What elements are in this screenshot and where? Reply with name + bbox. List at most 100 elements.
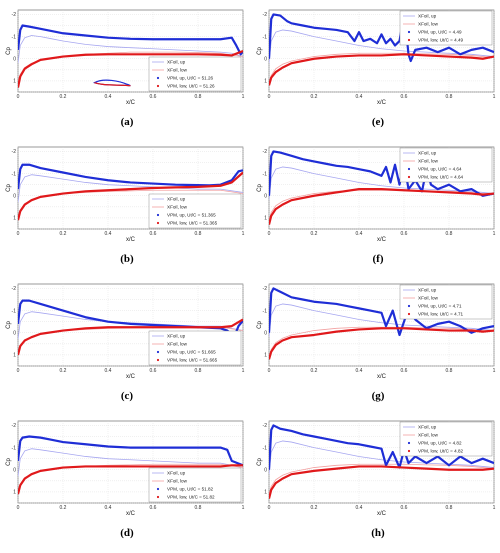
chart-panel: 0 0.2 0.4 0.6 0.8 1 -2 -1 0 1 x/C Cp XFoil, up XFoil,… [6, 417, 247, 553]
y-tick-label: -2 [263, 286, 268, 292]
y-tick-label: -1 [12, 34, 17, 40]
y-tick-label: -1 [12, 171, 17, 177]
y-axis-label: Cp [257, 321, 263, 329]
legend-marker [407, 449, 411, 453]
x-tick-label: 0.6 [401, 94, 408, 100]
x-tick-label: 1 [493, 368, 496, 374]
legend-marker [407, 30, 411, 34]
x-tick-label: 0 [268, 231, 271, 237]
panel-caption: (e) [371, 116, 385, 128]
cp-chart: 0 0.2 0.4 0.6 0.8 1 -2 -1 0 1 x/C Cp XFoil, up XFoil,… [257, 146, 496, 243]
y-tick-label: 0 [264, 331, 267, 337]
legend-label: XFoil, low [418, 433, 439, 438]
x-axis-label: x/C [126, 237, 136, 243]
legend-label: VPM, low, Ut/C = 51.26 [167, 84, 215, 89]
x-tick-label: 0.2 [311, 505, 318, 511]
y-tick-label: -2 [263, 12, 268, 18]
y-tick-label: -2 [263, 149, 268, 155]
cp-chart: 0 0.2 0.4 0.6 0.8 1 -2 -1 0 1 x/C Cp XFoil, up XFoil,… [6, 283, 245, 380]
y-tick-label: 1 [13, 490, 16, 496]
x-tick-label: 0 [17, 368, 20, 374]
x-tick-label: 0.8 [446, 505, 453, 511]
x-axis-label: x/C [126, 374, 136, 380]
x-tick-label: 0.2 [311, 231, 318, 237]
x-tick-label: 0.2 [60, 368, 67, 374]
legend-label: VPM, up, Ut/C = 51.82 [167, 487, 214, 492]
panel-caption: (d) [120, 527, 134, 539]
legend-box [399, 147, 493, 183]
y-tick-label: 1 [264, 490, 267, 496]
series-line-vpm-up [18, 24, 243, 56]
legend-label: XFoil, up [167, 334, 186, 339]
chart-panel: 0 0.2 0.4 0.6 0.8 1 -2 -1 0 1 x/C Cp XFoil, up XFoil,… [6, 280, 247, 416]
y-tick-label: 0 [264, 194, 267, 200]
x-tick-label: 0.8 [195, 505, 202, 511]
series-line-vpm-up [269, 13, 494, 63]
cp-chart: 0 0.2 0.4 0.6 0.8 1 -2 -1 0 1 x/C Cp XFoil, up XFoil,… [257, 283, 496, 380]
legend-label: XFoil, low [418, 296, 439, 301]
x-tick-label: 1 [242, 505, 245, 511]
y-tick-label: -2 [12, 423, 17, 429]
x-tick-label: 0.4 [356, 231, 363, 237]
x-tick-label: 0.4 [105, 368, 112, 374]
y-tick-label: -1 [12, 445, 17, 451]
x-tick-label: 0.2 [60, 231, 67, 237]
y-tick-label: 1 [13, 353, 16, 359]
y-tick-label: -1 [263, 308, 268, 314]
series-line-xfoil-up [269, 440, 494, 475]
legend-label: XFoil, up [167, 197, 186, 202]
legend-marker [156, 358, 160, 362]
y-tick-label: 1 [264, 353, 267, 359]
legend-label: XFoil, low [167, 479, 188, 484]
legend-marker [407, 38, 411, 42]
x-tick-label: 0.8 [446, 368, 453, 374]
x-tick-label: 0.6 [150, 505, 157, 511]
legend-box [399, 10, 493, 46]
x-tick-label: 1 [242, 231, 245, 237]
series-line-vpm-up [18, 435, 243, 467]
y-axis-label: Cp [6, 458, 12, 466]
cp-chart: 0 0.2 0.4 0.6 0.8 1 -2 -1 0 1 x/C Cp XFoil, up XFoil,… [6, 420, 245, 517]
legend-label: VPM, up, Ut/C = 4.49 [418, 30, 462, 35]
y-tick-label: -1 [12, 308, 17, 314]
panel-caption: (f) [372, 253, 384, 265]
legend-box [399, 421, 493, 457]
x-tick-label: 1 [242, 94, 245, 100]
legend-marker [407, 175, 411, 179]
x-tick-label: 0.4 [105, 231, 112, 237]
series-line-xfoil-up [18, 448, 243, 477]
x-tick-label: 0.4 [105, 94, 112, 100]
series-line-xfoil-up [269, 166, 494, 201]
legend-label: VPM, up, Ut/C = 4.64 [418, 167, 462, 172]
series-line-xfoil-up [269, 29, 494, 64]
legend-label: VPM, up, Ut/C = 4.82 [418, 441, 462, 446]
series-line-xfoil-up [18, 35, 243, 64]
legend-label: XFoil, up [167, 60, 186, 65]
x-tick-label: 0.8 [195, 368, 202, 374]
x-axis-label: x/C [377, 374, 387, 380]
airfoil-inset-lower [94, 82, 131, 87]
legend-label: XFoil, up [418, 14, 437, 19]
y-tick-label: 0 [13, 468, 16, 474]
legend-label: XFoil, low [167, 68, 188, 73]
chart-panel: 0 0.2 0.4 0.6 0.8 1 -2 -1 0 1 x/C Cp XFoil, up XFoil,… [6, 143, 247, 279]
series-line-vpm-up [269, 424, 494, 470]
legend-label: VPM, up, Ut/C = 51.365 [167, 213, 216, 218]
legend-label: XFoil, up [167, 471, 186, 476]
series-line-vpm-low [18, 318, 243, 356]
series-line-vpm-up [269, 150, 494, 197]
legend-marker [156, 495, 160, 499]
series-line-vpm-low [18, 171, 243, 221]
x-axis-label: x/C [126, 100, 136, 106]
y-tick-label: 1 [264, 79, 267, 85]
x-tick-label: 0 [17, 94, 20, 100]
x-tick-label: 0.8 [446, 231, 453, 237]
legend-label: XFoil, up [418, 288, 437, 293]
legend-box [148, 56, 242, 92]
legend-marker [156, 84, 160, 88]
x-tick-label: 0.6 [150, 368, 157, 374]
x-axis-label: x/C [377, 511, 387, 517]
series-line-vpm-low [269, 327, 494, 360]
series-line-vpm-low [18, 464, 243, 495]
cp-chart: 0 0.2 0.4 0.6 0.8 1 -2 -1 0 1 x/C Cp XFoil, up XFoil,… [6, 146, 245, 243]
